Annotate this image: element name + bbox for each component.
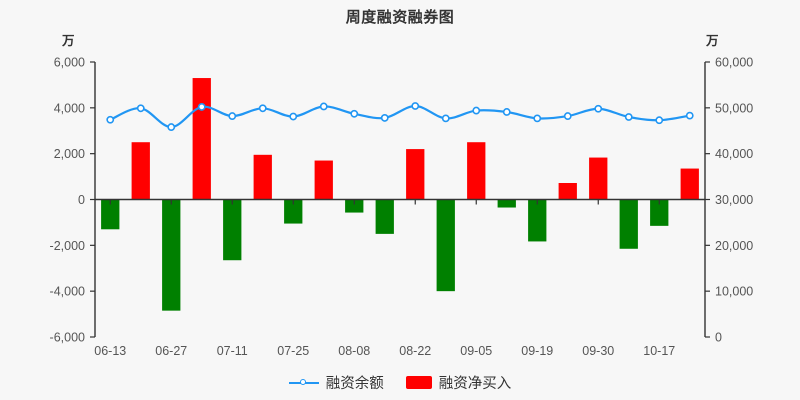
x-axis-tick-label: 07-25 [277,344,309,358]
right-axis-tick-label: 40,000 [715,147,753,161]
bar[interactable] [284,199,303,224]
bar[interactable] [314,160,333,200]
line-marker-point[interactable] [655,116,664,125]
line-marker-point[interactable] [594,104,603,113]
bar-series-rongzi-jingmairu [101,78,699,311]
left-axis-tick-label: -6,000 [50,331,85,345]
bar[interactable] [558,183,577,200]
line-marker-point[interactable] [319,102,328,111]
right-axis-tick-label: 0 [715,331,722,345]
bar[interactable] [619,199,638,249]
legend-item-rongzi-jingmairu[interactable]: 融资净买入 [405,372,512,393]
chart-legend: 融资余额 融资净买入 [0,372,800,393]
x-axis-tick-label: 10-17 [643,344,675,358]
chart-title: 周度融资融券图 [345,9,455,26]
x-axis-tick-label: 06-27 [155,344,187,358]
x-axis-tick-label: 08-08 [338,344,370,358]
line-marker-point[interactable] [472,106,481,115]
bar[interactable] [375,199,394,234]
right-axis-tick-label: 60,000 [715,56,753,70]
red-square-icon [405,376,432,389]
bar[interactable] [162,199,181,311]
x-axis-tick-label: 06-13 [94,344,126,358]
left-axis: -6,000 -4,000 -2,000 0 2,000 4,000 6,000 [50,56,96,345]
right-axis-tick-label: 50,000 [715,101,753,115]
line-series-rongzi-yue [106,102,694,131]
x-axis-tick-label: 09-30 [582,344,614,358]
bar[interactable] [192,78,211,200]
line-marker-point[interactable] [106,115,115,124]
line-marker-point[interactable] [502,108,511,116]
left-axis-tick-label: 6,000 [54,56,85,70]
bar[interactable] [223,199,242,261]
bar[interactable] [589,157,608,200]
bar[interactable] [345,199,364,213]
legend-item-rongzi-yue[interactable]: 融资余额 [288,372,384,393]
right-axis-tick-label: 30,000 [715,193,753,207]
bar[interactable] [650,199,669,226]
bar[interactable] [406,149,425,200]
x-axis-tick-label: 07-11 [217,344,248,358]
line-marker-point[interactable] [228,112,237,120]
left-axis-tick-label: 2,000 [54,147,85,161]
bar[interactable] [467,142,486,200]
line-marker-point[interactable] [350,109,359,118]
line-marker-point[interactable] [136,104,145,113]
right-axis-unit-label: 万 [706,34,719,48]
bar[interactable] [528,199,547,242]
line-marker-point[interactable] [380,114,389,122]
right-axis-tick-label: 20,000 [715,239,753,253]
left-axis-tick-label: 0 [78,193,85,207]
legend-label-rongzi-yue: 融资余额 [325,376,384,392]
legend-label-rongzi-jingmairu: 融资净买入 [438,376,512,392]
bar[interactable] [680,168,699,200]
line-marker-point[interactable] [289,112,298,121]
left-axis-tick-label: 4,000 [54,101,85,115]
x-axis: 06-13 06-27 07-11 07-25 08-08 08-22 09-05 09-19… [94,199,675,358]
line-marker-point[interactable] [441,114,450,123]
left-axis-tick-label: -2,000 [50,239,85,253]
left-axis-tick-label: -4,000 [50,285,85,299]
bar[interactable] [436,199,455,292]
right-axis: 0 10,000 20,000 30,000 40,000 50,000 60,000 [704,56,753,345]
line-marker-point[interactable] [624,113,633,121]
x-axis-tick-label: 08-22 [399,344,431,358]
line-marker-point[interactable] [533,114,542,123]
left-axis-unit-label: 万 [62,34,75,48]
line-marker-icon [288,377,319,389]
bar[interactable] [131,142,150,200]
bar[interactable] [497,199,516,208]
line-marker-point[interactable] [411,102,420,110]
line-marker-point[interactable] [197,103,206,111]
x-axis-tick-label: 09-05 [460,344,492,358]
line-marker-point[interactable] [258,104,267,113]
bar[interactable] [253,154,272,200]
line-marker-point[interactable] [563,112,572,120]
line-marker-point[interactable] [167,123,176,131]
line-marker-point[interactable] [685,111,694,120]
x-axis-tick-label: 09-19 [521,344,553,358]
bar[interactable] [101,199,120,230]
right-axis-tick-label: 10,000 [715,285,753,299]
